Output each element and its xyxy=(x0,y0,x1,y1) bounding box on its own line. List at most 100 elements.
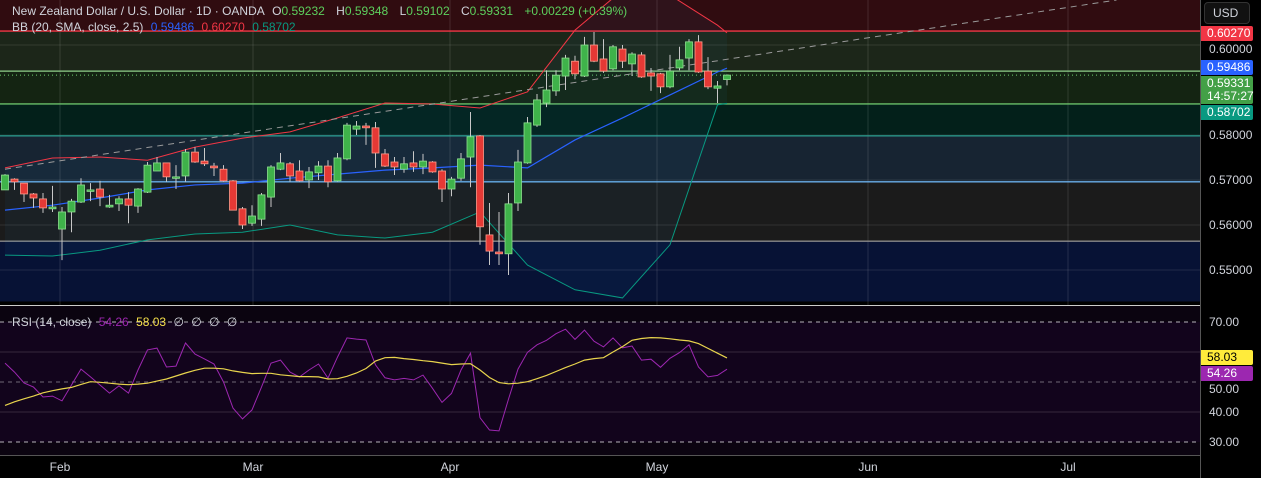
rsi-tick-label: 50.00 xyxy=(1209,381,1240,396)
rsi-tick-label: 70.00 xyxy=(1209,315,1240,329)
candle-body xyxy=(704,70,712,88)
high-value: 0.59348 xyxy=(344,4,389,18)
candle xyxy=(181,148,190,182)
candle xyxy=(618,45,627,68)
candle-body xyxy=(476,135,484,228)
candle-body xyxy=(647,72,655,77)
rsi-label: RSI (14, close) xyxy=(12,315,92,329)
candle xyxy=(124,192,133,224)
candle xyxy=(542,70,551,108)
candle xyxy=(599,39,608,73)
price-zone xyxy=(0,0,1200,32)
candle xyxy=(694,35,703,73)
candle xyxy=(48,185,57,212)
open-value: 0.59232 xyxy=(281,4,325,18)
price-zones xyxy=(0,0,1200,302)
open-label: O xyxy=(272,4,282,18)
candle-body xyxy=(153,162,161,172)
candle xyxy=(552,70,560,96)
candle-body xyxy=(1,174,9,191)
price-zone xyxy=(0,241,1200,302)
time-label-jul: Jul xyxy=(1060,460,1076,474)
candle xyxy=(362,122,370,145)
candle xyxy=(637,52,646,78)
time-axis[interactable]: Feb Mar Apr May Jun Jul xyxy=(0,455,1200,478)
pane-separator[interactable] xyxy=(0,305,1261,306)
rsi-tick-label: 30.00 xyxy=(1209,435,1240,449)
candle xyxy=(1,174,9,191)
candle-body xyxy=(238,208,247,226)
time-label-mar: Mar xyxy=(242,460,264,474)
price-badge: 0.59486 xyxy=(1201,60,1253,76)
candle-body xyxy=(362,125,370,129)
candle xyxy=(533,94,541,127)
candle-body xyxy=(381,153,389,167)
candle xyxy=(248,205,256,226)
candle xyxy=(295,160,304,182)
candle xyxy=(580,36,589,77)
candle xyxy=(723,74,731,86)
candle-body xyxy=(590,44,598,62)
symbol-legend: New Zealand Dollar / U.S. Dollar · 1D · … xyxy=(12,4,631,18)
candle xyxy=(466,112,475,188)
candle-body xyxy=(485,234,494,252)
time-label-apr: Apr xyxy=(440,460,460,474)
candle xyxy=(409,151,418,172)
candle xyxy=(447,176,456,197)
candle xyxy=(20,182,28,203)
candle-body xyxy=(143,164,152,193)
candle xyxy=(105,194,114,208)
candle-body xyxy=(580,44,589,77)
bb-label: BB (20, SMA, close, 2.5) xyxy=(12,20,144,34)
candle xyxy=(153,157,161,172)
candle xyxy=(86,183,95,202)
candle-body xyxy=(466,136,475,158)
candle-body xyxy=(523,122,532,164)
symbol-title[interactable]: New Zealand Dollar / U.S. Dollar · 1D · … xyxy=(12,4,265,18)
candle-body xyxy=(29,193,38,199)
price-axis[interactable]: USD 0.60000 0.58000 0.57000 0.56000 0.55000 0… xyxy=(1200,0,1261,478)
close-value: 0.59331 xyxy=(469,4,514,18)
bb-legend[interactable]: BB (20, SMA, close, 2.5) 0.59486 0.60270… xyxy=(12,20,300,34)
rsi-band-fill xyxy=(0,322,1200,442)
price-badge: 0.60270 xyxy=(1201,26,1253,41)
candle-body xyxy=(713,85,722,89)
rsi-badge: 58.03 xyxy=(1201,349,1253,365)
candle-body xyxy=(552,74,560,92)
candle-body xyxy=(67,200,76,213)
candle xyxy=(609,45,617,71)
candle-body xyxy=(457,158,465,179)
candle xyxy=(324,160,332,188)
candle xyxy=(343,122,351,161)
candle xyxy=(314,161,323,180)
candle xyxy=(39,193,47,213)
rsi-extra-value: ∅ xyxy=(173,315,184,329)
candle-body xyxy=(371,127,380,154)
candle xyxy=(438,169,446,203)
rsi-extra-value: ∅ xyxy=(191,315,202,329)
candle-body xyxy=(343,124,351,160)
rsi-badge: 54.26 xyxy=(1201,365,1253,381)
candle xyxy=(675,46,684,71)
candle-body xyxy=(333,157,342,182)
candle xyxy=(704,57,712,90)
candle-body xyxy=(210,165,218,169)
candle-body xyxy=(400,163,408,170)
rsi-legend[interactable]: RSI (14, close) 54.26 58.03 ∅ ∅ ∅ ∅ xyxy=(12,315,241,329)
rsi-line xyxy=(4,328,728,432)
candle-body xyxy=(124,198,133,206)
candle-body xyxy=(599,58,608,72)
trendline[interactable] xyxy=(4,0,1117,170)
candle xyxy=(210,162,218,176)
price-zone xyxy=(0,71,1200,104)
candle-body xyxy=(229,180,237,211)
price-tick-label: 0.57000 xyxy=(1209,173,1253,187)
close-label: C xyxy=(461,4,470,18)
candle-body xyxy=(514,161,522,204)
candle-body xyxy=(39,198,47,209)
chart-canvas[interactable] xyxy=(0,0,1200,455)
candle-body xyxy=(447,178,456,190)
candle-body xyxy=(267,166,275,198)
currency-button[interactable]: USD xyxy=(1204,2,1250,24)
candle-body xyxy=(181,151,190,177)
